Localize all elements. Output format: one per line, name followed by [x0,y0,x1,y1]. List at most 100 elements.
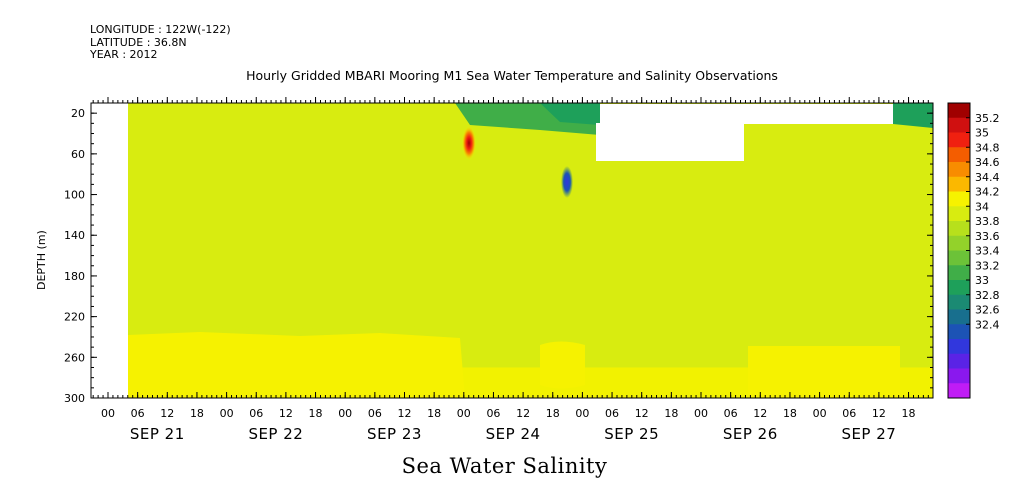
colorbar-swatch [948,294,970,310]
y-tick-label: 260 [64,351,85,364]
colorbar-swatch [948,383,970,399]
y-tick-label: 20 [71,107,85,120]
x-hour-label: 12 [279,407,293,420]
x-hour-label: 00 [338,407,352,420]
colorbar-label: 33.4 [975,245,1000,258]
x-hour-label: 12 [398,407,412,420]
colorbar-swatch [948,191,970,207]
y-tick-label: 180 [64,270,85,283]
x-hour-label: 00 [694,407,708,420]
chart-bottom-title: Sea Water Salinity [401,454,608,478]
header-metadata: LONGITUDE : 122W(-122) LATITUDE : 36.8N … [90,23,231,62]
colorbar-swatch [948,339,970,355]
colorbar-swatch [948,280,970,296]
colorbar-swatch [948,235,970,251]
x-day-label: SEP 22 [248,425,303,443]
x-hour-label: 00 [575,407,589,420]
colorbar-label: 34.2 [975,186,1000,199]
y-tick-label: 220 [64,311,85,324]
colorbar-label: 33.6 [975,230,1000,243]
y-tick-label: 60 [71,148,85,161]
plot-axes: 20 60 100 140 180 220 260 300 00 06 12 18 00 06 12 18 00… [64,97,934,443]
x-day-label: SEP 26 [723,425,778,443]
colorbar-swatch [948,176,970,192]
colorbar-label: 32.6 [975,304,1000,317]
x-hour-label: 12 [753,407,767,420]
colorbar-label: 34.6 [975,156,1000,169]
missing-region [596,123,744,161]
low-salinity-anomaly [561,166,573,198]
x-hour-label: 18 [190,407,204,420]
x-hour-label: 12 [160,407,174,420]
x-hour-label: 18 [664,407,678,420]
colorbar-label: 33.8 [975,215,1000,228]
salinity-field [91,103,933,398]
colorbar-label: 35.2 [975,112,1000,125]
field-yellow-patch [748,346,900,398]
colorbar-swatch [948,324,970,340]
x-hour-label: 06 [724,407,738,420]
field-band [91,103,933,339]
colorbar-swatch [948,132,970,148]
field-yellow-patch [540,341,585,389]
x-hour-label: 00 [101,407,115,420]
colorbar-swatch [948,309,970,325]
x-hour-label: 18 [783,407,797,420]
missing-data-regions [91,103,893,398]
field-surface-band [893,103,933,128]
longitude-label: LONGITUDE : 122W(-122) [90,23,231,36]
colorbar-label: 34.4 [975,171,1000,184]
x-day-label: SEP 23 [367,425,422,443]
colorbar-swatch [948,103,970,119]
y-tick-label: 100 [64,189,85,202]
y-tick-label: 300 [64,392,85,405]
colorbar-label: 35 [975,127,989,140]
x-hour-label: 00 [813,407,827,420]
colorbar-label: 33.2 [975,259,1000,272]
colorbar-swatch [948,206,970,222]
x-hour-label: 06 [249,407,263,420]
x-hour-label: 00 [220,407,234,420]
x-hour-label: 06 [842,407,856,420]
colorbar-swatch [948,147,970,163]
x-hour-label: 06 [486,407,500,420]
y-axis-label: DEPTH (m) [35,230,48,290]
missing-region [600,104,893,124]
colorbar-label: 32.8 [975,289,1000,302]
field-surface-band [540,103,600,125]
x-hour-label: 18 [902,407,916,420]
x-hour-label: 18 [309,407,323,420]
x-hour-label: 06 [605,407,619,420]
colorbar-label: 32.4 [975,318,1000,331]
field-yellow-patch [128,332,465,398]
colorbar-swatch [948,117,970,133]
x-hour-label: 00 [457,407,471,420]
colorbar-swatch [948,265,970,281]
x-day-label: SEP 27 [841,425,896,443]
colorbar-swatch [948,162,970,178]
x-hour-label: 18 [546,407,560,420]
x-day-label: SEP 25 [604,425,659,443]
colorbar-label: 33 [975,274,989,287]
x-hour-label: 12 [635,407,649,420]
x-hour-label: 06 [368,407,382,420]
year-label: YEAR : 2012 [90,48,158,61]
colorbar-swatch [948,353,970,369]
x-day-label: SEP 24 [486,425,541,443]
plot-frame [90,102,934,399]
x-hour-label: 06 [131,407,145,420]
colorbar-swatch [948,221,970,237]
y-tick-label: 140 [64,229,85,242]
colorbar-swatch [948,250,970,266]
high-salinity-anomaly [462,126,476,160]
x-hour-label: 12 [872,407,886,420]
x-hour-label: 18 [427,407,441,420]
x-hour-label: 12 [516,407,530,420]
latitude-label: LATITUDE : 36.8N [90,35,187,49]
missing-region [91,103,128,398]
colorbar-label: 34 [975,200,989,213]
colorbar-swatch [948,368,970,384]
colorbar-label: 34.8 [975,141,1000,154]
